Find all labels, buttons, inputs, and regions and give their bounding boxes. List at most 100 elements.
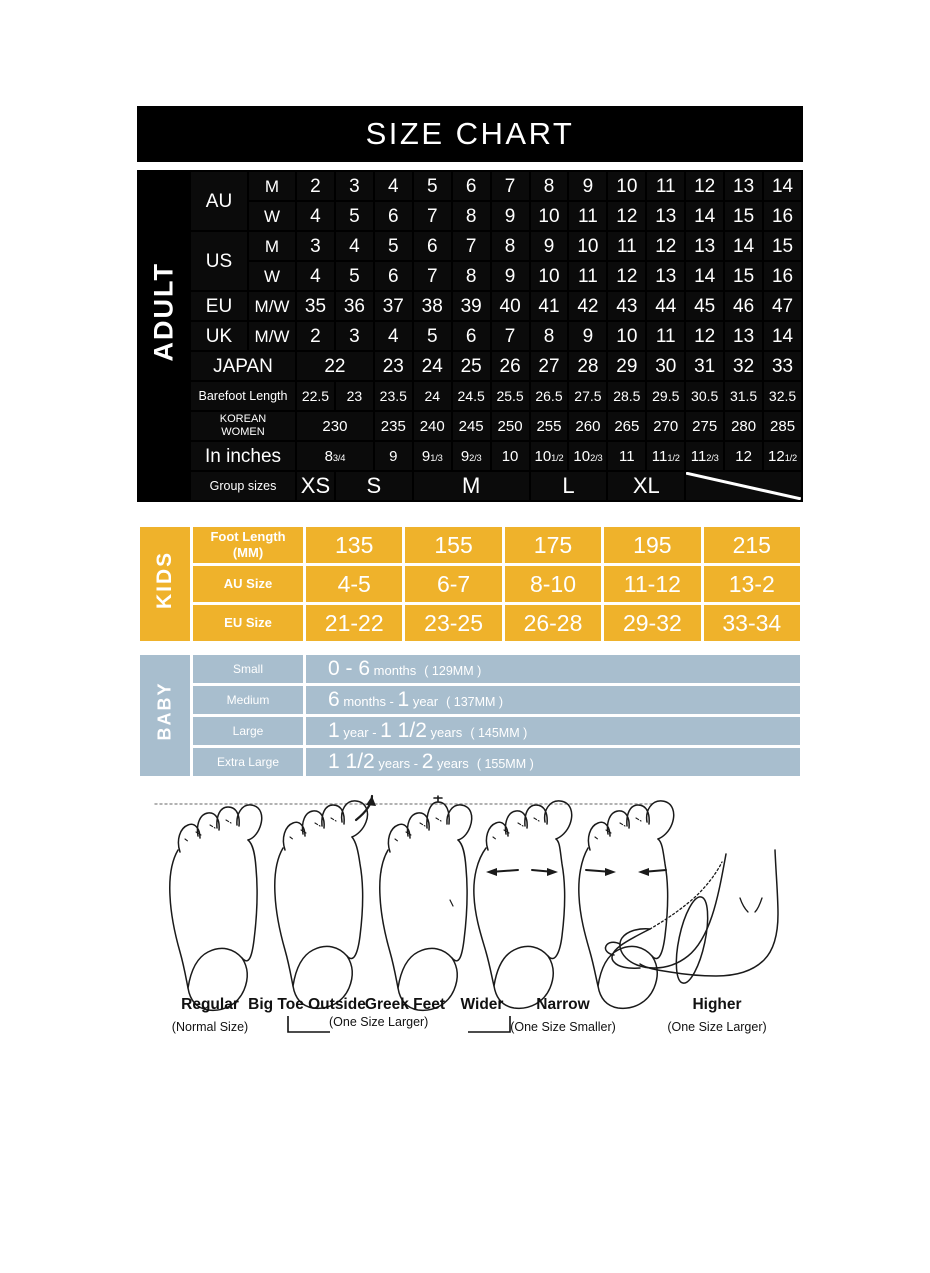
adult-cell-au-m-6: 8 <box>530 172 568 200</box>
foot-caption-wider: Wider <box>447 996 517 1014</box>
adult-row-us-m: US M 3 4 5 6 7 8 9 10 11 12 13 14 15 <box>139 232 801 290</box>
adult-cell-barefoot-length-11: 31.5 <box>725 382 763 410</box>
adult-row-sublabel-au-m: M <box>249 172 295 200</box>
adult-row-sublabel-au-w: W <box>249 202 295 230</box>
adult-row-au-w: W 4 5 6 7 8 9 10 11 12 13 14 15 16 <box>139 202 801 230</box>
adult-cell-eu-5: 40 <box>491 292 529 320</box>
adult-cell-au-m-8: 10 <box>608 172 646 200</box>
kids-row-label-eu-size: EU Size <box>193 605 303 641</box>
foot-sublabel-higher: (One Size Larger) <box>667 1020 767 1034</box>
bracket-note-one-size-larger: (One Size Larger) <box>329 1015 429 1029</box>
adult-cell-in-inches-8: 111/2 <box>647 442 685 470</box>
adult-cell-in-inches-6: 102/3 <box>569 442 607 470</box>
adult-cell-uk-10: 12 <box>686 322 724 350</box>
adult-group-empty <box>686 472 801 500</box>
adult-cell-uk-3: 5 <box>413 322 451 350</box>
adult-cell-uk-4: 6 <box>452 322 490 350</box>
adult-cell-eu-6: 41 <box>530 292 568 320</box>
one-size-larger-bracket <box>287 1016 511 1033</box>
adult-cell-au-w-1: 5 <box>335 202 373 230</box>
kids-cell-au-size-4: 13-2 <box>703 566 800 602</box>
adult-row-japan: JAPAN 22 23 24 25 26 27 28 29 30 31 32 33 <box>139 352 801 380</box>
adult-cell-us-w-12: 16 <box>764 262 801 290</box>
adult-cell-in-inches-2: 91/3 <box>413 442 451 470</box>
kids-row-eu-size: EU Size 21-22 23-25 26-28 29-32 33-34 <box>140 605 800 641</box>
adult-cell-us-w-3: 7 <box>413 262 451 290</box>
foot-label-wider: Wider <box>460 996 504 1013</box>
adult-cell-barefoot-length-9: 29.5 <box>647 382 685 410</box>
adult-row-au-m: ADULT AU M 2 3 4 5 6 7 8 9 10 11 12 13 14 <box>139 172 801 500</box>
adult-cell-japan-2: 24 <box>413 352 451 380</box>
adult-cell-korean-women-7: 265 <box>608 412 646 440</box>
adult-cell-au-w-10: 14 <box>686 202 724 230</box>
kids-cell-eu-size-3: 29-32 <box>604 605 701 641</box>
adult-cell-barefoot-length-4: 24.5 <box>452 382 490 410</box>
foot-narrow <box>578 800 675 1010</box>
foot-label-greek-feet: Greek Feet <box>364 996 446 1013</box>
baby-cell-medium: 6 months - 1 year( 137MM ) <box>306 686 800 714</box>
adult-cell-au-m-10: 12 <box>686 172 724 200</box>
adult-cell-uk-0: 2 <box>297 322 334 350</box>
adult-row-korean-women: KOREAN WOMEN 230 235 240 245 250 255 260 265 270 27… <box>139 412 801 440</box>
kids-section-label-text: KIDS <box>153 550 176 609</box>
adult-cell-au-w-5: 9 <box>491 202 529 230</box>
adult-cell-in-inches-1: 9 <box>374 442 412 470</box>
adult-cell-uk-5: 7 <box>491 322 529 350</box>
foot-label-narrow: Narrow <box>536 996 590 1013</box>
adult-cell-korean-women-10: 280 <box>725 412 763 440</box>
foot-greek-feet <box>379 795 473 1012</box>
adult-cell-us-w-4: 8 <box>452 262 490 290</box>
adult-cell-us-m-5: 8 <box>491 232 529 260</box>
adult-row-sublabel-us-m: M <box>249 232 295 260</box>
foot-label-regular: Regular <box>181 996 239 1013</box>
adult-cell-us-m-6: 9 <box>530 232 568 260</box>
adult-cell-us-w-7: 11 <box>569 262 607 290</box>
adult-cell-us-m-9: 12 <box>647 232 685 260</box>
baby-section-label-text: BABY <box>154 681 175 741</box>
adult-cell-uk-7: 9 <box>569 322 607 350</box>
adult-row-label-uk: UK <box>191 322 247 350</box>
adult-cell-korean-women-4: 250 <box>491 412 529 440</box>
foot-caption-narrow: Narrow (One Size Smaller) <box>498 996 628 1034</box>
kids-cell-au-size-2: 8-10 <box>504 566 602 602</box>
baby-row-label-small: Small <box>193 655 303 683</box>
adult-cell-us-m-2: 5 <box>374 232 412 260</box>
adult-cell-us-m-3: 6 <box>413 232 451 260</box>
instep-measure-loop <box>675 896 709 984</box>
adult-cell-us-w-2: 6 <box>374 262 412 290</box>
adult-cell-us-w-11: 15 <box>725 262 763 290</box>
adult-cell-korean-women-11: 285 <box>764 412 801 440</box>
adult-cell-us-w-9: 13 <box>647 262 685 290</box>
adult-group-l: L <box>530 472 607 500</box>
kids-row-au-size: AU Size 4-5 6-7 8-10 11-12 13-2 <box>140 566 800 602</box>
adult-row-barefoot-length: Barefoot Length 22.5 23 23.5 24 24.5 25.5 26.5 2… <box>139 382 801 410</box>
adult-cell-barefoot-length-1: 23 <box>335 382 373 410</box>
adult-group-xs: XS <box>297 472 334 500</box>
adult-cell-us-m-10: 13 <box>686 232 724 260</box>
adult-cell-japan-1: 23 <box>374 352 412 380</box>
adult-cell-us-w-0: 4 <box>297 262 334 290</box>
adult-cell-japan-11: 33 <box>764 352 801 380</box>
adult-cell-eu-3: 38 <box>413 292 451 320</box>
adult-cell-in-inches-5: 101/2 <box>530 442 568 470</box>
adult-row-us-w: W 4 5 6 7 8 9 10 11 12 13 14 15 16 <box>139 262 801 290</box>
adult-cell-au-w-11: 15 <box>725 202 763 230</box>
adult-cell-au-w-6: 10 <box>530 202 568 230</box>
adult-cell-us-m-0: 3 <box>297 232 334 260</box>
adult-cell-korean-women-8: 270 <box>647 412 685 440</box>
baby-section-label: BABY <box>140 655 190 776</box>
adult-cell-uk-11: 13 <box>725 322 763 350</box>
adult-row-label-group-sizes: Group sizes <box>191 472 295 500</box>
adult-cell-eu-2: 37 <box>374 292 412 320</box>
adult-cell-au-w-12: 16 <box>764 202 801 230</box>
foot-caption-regular: Regular (Normal Size) <box>150 996 270 1034</box>
adult-cell-eu-1: 36 <box>335 292 373 320</box>
adult-cell-barefoot-length-3: 24 <box>413 382 451 410</box>
adult-cell-in-inches-3: 92/3 <box>452 442 490 470</box>
adult-size-table: ADULT AU M 2 3 4 5 6 7 8 9 10 11 12 13 14 W 4 5 6 7 8 9 10 11 12 1… <box>137 170 803 502</box>
adult-cell-au-m-12: 14 <box>764 172 801 200</box>
page-title: SIZE CHART <box>365 116 575 151</box>
adult-row-label-korean-women: KOREAN WOMEN <box>191 412 295 440</box>
adult-row-uk: UK M/W 2 3 4 5 6 7 8 9 10 11 12 13 14 <box>139 322 801 350</box>
